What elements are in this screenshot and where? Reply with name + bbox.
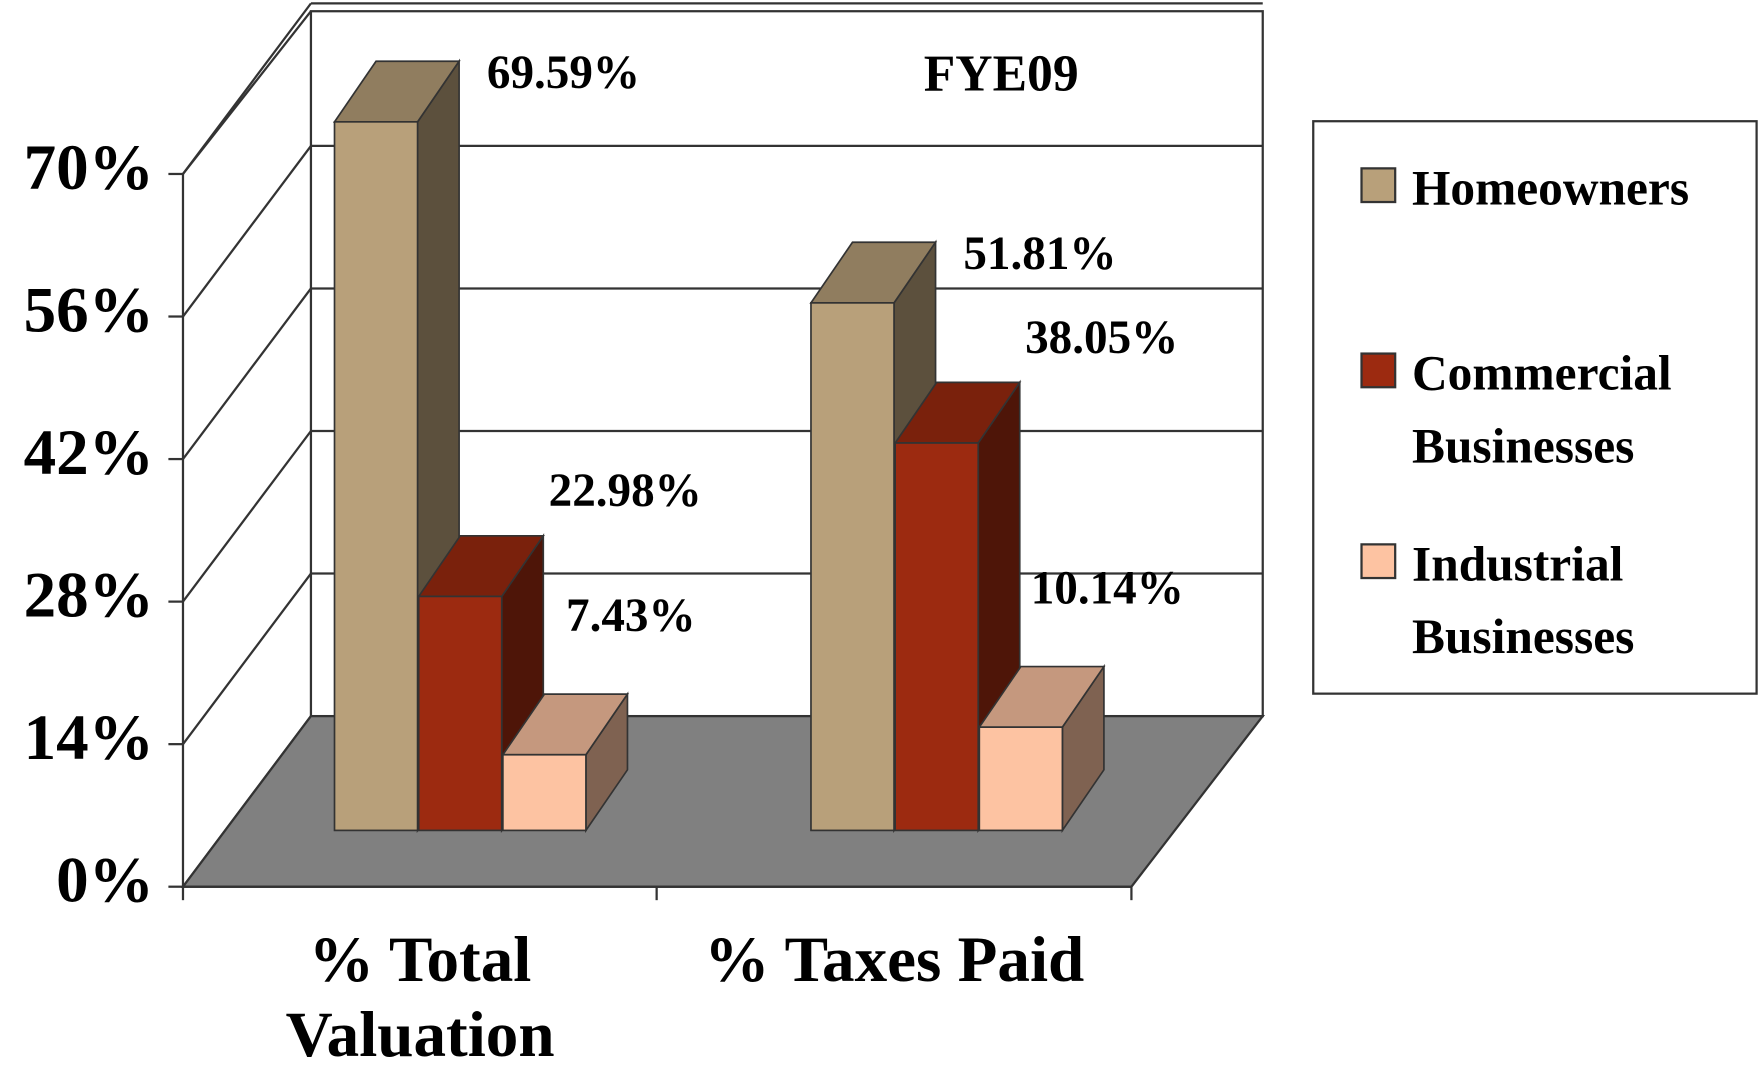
value-label: 38.05% [1025, 312, 1178, 364]
y-tick-label: 42% [24, 417, 154, 489]
value-label: 10.14% [1031, 562, 1184, 614]
x-tick-label: % Total Valuation [285, 922, 555, 1071]
value-label: 22.98% [549, 465, 702, 517]
bar-front [417, 595, 503, 832]
wall-grid-line [182, 287, 312, 460]
bar-front [333, 121, 419, 832]
bar-front [894, 442, 980, 832]
y-tick-label: 14% [24, 702, 154, 774]
value-label: 51.81% [963, 228, 1116, 280]
legend-label-box: Commercial Businesses [1412, 345, 1672, 474]
y-tick-label: 70% [24, 132, 154, 204]
wall-grid-line [182, 572, 312, 745]
legend-label: Commercial Businesses [1412, 345, 1672, 474]
bar [977, 663, 1106, 834]
bar-front [810, 302, 895, 832]
legend-label: Industrial Businesses [1412, 536, 1635, 665]
y-tick-label: 0% [56, 845, 154, 917]
bar-front [502, 753, 587, 832]
legend-label-box: Industrial Businesses [1412, 536, 1635, 665]
legend-box [1312, 120, 1758, 695]
chart-title: FYE09 [924, 45, 1079, 102]
legend-swatch [1360, 352, 1397, 389]
value-label: 7.43% [566, 590, 696, 642]
y-tick-label: 56% [24, 274, 154, 346]
wall-grid-line [182, 430, 312, 603]
x-tick-label-box: % Taxes Paid [704, 922, 1085, 996]
legend-swatch [1360, 543, 1397, 580]
bar-front [978, 726, 1064, 832]
legend-swatch [1360, 167, 1397, 204]
left-wall-edge [182, 10, 312, 175]
wall-grid-line [182, 145, 312, 318]
legend-label: Homeowners [1412, 160, 1690, 216]
bar [501, 691, 630, 834]
chart-frame [180, 2, 1758, 888]
value-label: 69.59% [487, 47, 640, 99]
x-tick-label-box: % Total Valuation [285, 922, 555, 1071]
y-tick-label: 28% [24, 560, 154, 632]
x-tick-label: % Taxes Paid [704, 922, 1085, 996]
legend-label-box: Homeowners [1412, 160, 1690, 216]
